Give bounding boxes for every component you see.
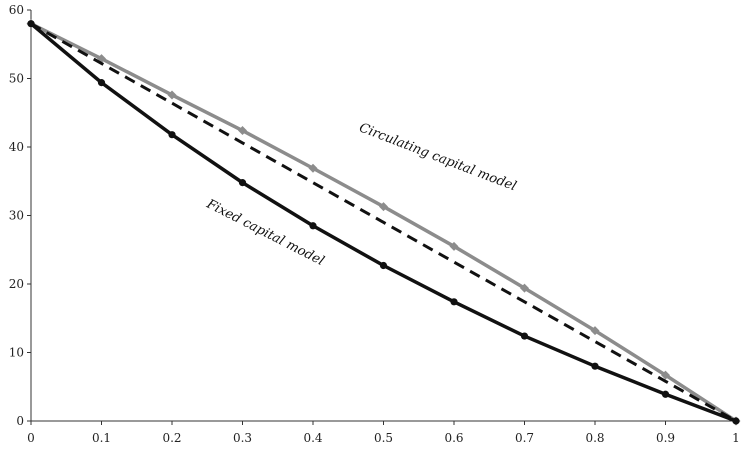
data-point-marker [661, 390, 670, 398]
x-tick-label: 0.6 [444, 431, 463, 445]
x-tick-label: 0.1 [92, 431, 111, 445]
x-tick-label: 0.9 [656, 431, 675, 445]
data-point-marker [309, 222, 317, 230]
y-tick-label: 20 [9, 277, 24, 291]
annotation-label: Fixed capital model [203, 196, 326, 269]
y-tick-label: 0 [16, 414, 24, 428]
y-axis-tick-labels: 0 10 20 30 40 50 60 [9, 3, 24, 428]
x-tick-label: 0 [27, 431, 35, 445]
y-axis-ticks [27, 9, 31, 422]
series-line [30, 22, 737, 423]
x-tick-label: 0.5 [374, 431, 393, 445]
series-2 [27, 20, 740, 425]
x-tick-label: 0.7 [515, 431, 534, 445]
x-axis-ticks [30, 421, 737, 425]
data-point-marker [308, 163, 318, 173]
data-point-marker [238, 126, 247, 136]
data-point-marker [732, 417, 740, 425]
data-point-marker [591, 362, 599, 370]
data-point-marker [379, 261, 388, 270]
x-tick-label: 0.8 [585, 431, 604, 445]
data-point-marker [450, 298, 458, 306]
data-point-marker [449, 241, 459, 251]
data-point-marker [520, 332, 529, 340]
series-1 [30, 22, 737, 423]
y-tick-label: 30 [9, 209, 24, 223]
y-tick-label: 60 [9, 3, 24, 17]
x-tick-label: 0.3 [233, 431, 252, 445]
data-point-marker [238, 179, 247, 187]
data-point-marker [27, 20, 35, 28]
data-point-marker [520, 283, 529, 293]
series-layer [26, 19, 741, 426]
x-axis-tick-labels: 0 0.1 0.2 0.3 0.4 0.5 0.6 0.7 0.8 0.9 1 [27, 431, 740, 445]
x-tick-label: 0.4 [303, 431, 322, 445]
data-point-marker [379, 202, 388, 212]
data-point-marker [590, 326, 600, 336]
x-tick-label: 1 [732, 431, 740, 445]
y-tick-label: 10 [9, 346, 24, 360]
data-point-marker [167, 90, 177, 100]
data-point-marker [97, 79, 106, 87]
annotation-label: Circulating capital model [357, 120, 518, 194]
data-point-marker [661, 370, 670, 380]
y-tick-label: 40 [9, 140, 24, 154]
y-tick-label: 50 [9, 72, 24, 86]
x-tick-label: 0.2 [162, 431, 181, 445]
data-point-marker [168, 131, 176, 139]
